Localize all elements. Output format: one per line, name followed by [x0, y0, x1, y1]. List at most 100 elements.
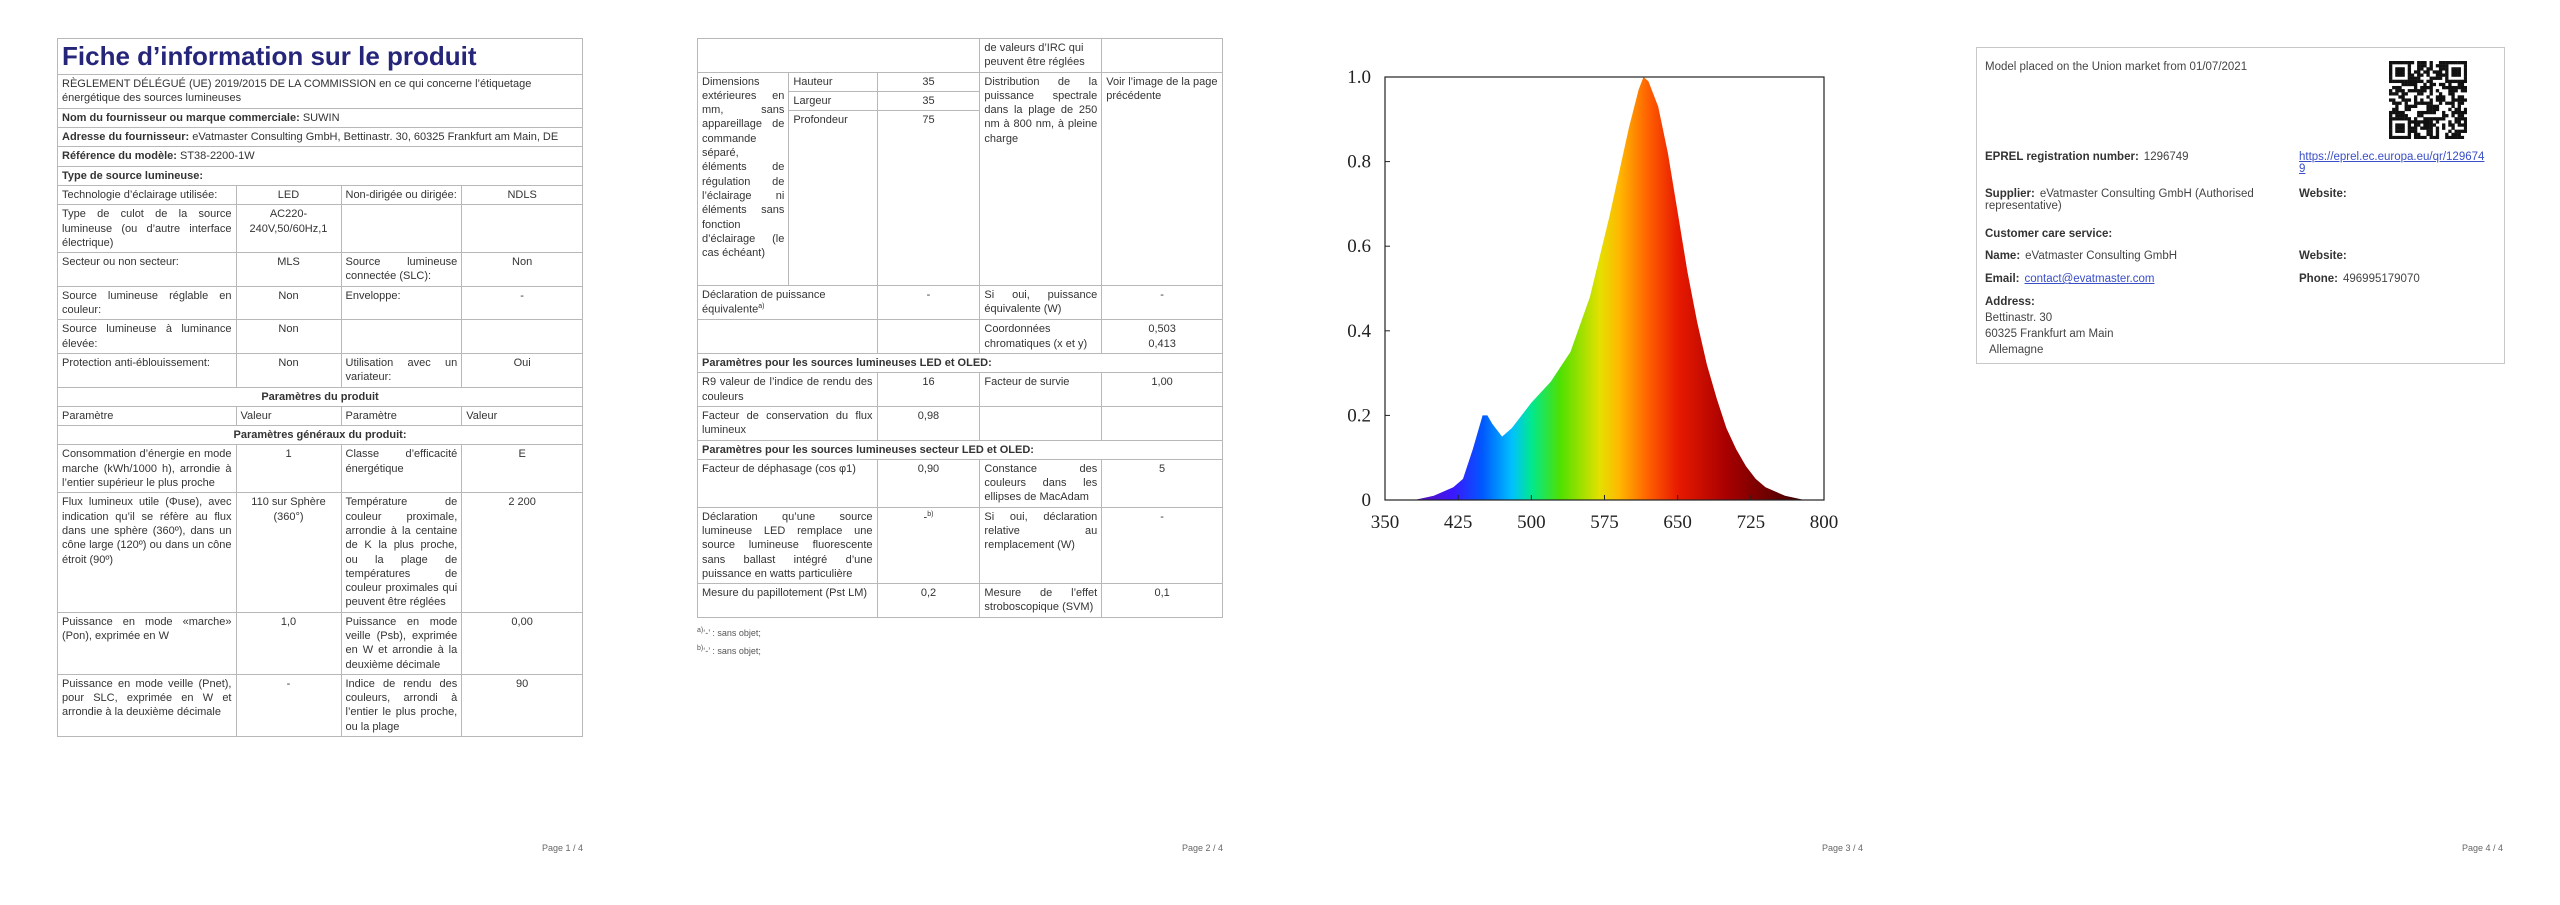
qr-module: [2429, 104, 2433, 108]
qr-module: [2401, 110, 2405, 115]
qr-module: [2435, 73, 2440, 77]
qr-module: [2445, 79, 2449, 84]
qr-module: [2457, 120, 2461, 124]
qr-module: [2448, 123, 2452, 127]
qr-module: [2463, 64, 2467, 68]
table-cell: Facteur de déphasage (cos φ1): [697, 458, 878, 508]
table-row: Puissance en mode «marche» (Pon), exprim…: [57, 611, 583, 675]
table-cell: -: [876, 285, 981, 321]
qr-module: [2429, 129, 2433, 133]
qr-module: [2438, 117, 2443, 121]
table-row: Nom du fournisseur ou marque commerciale…: [57, 107, 583, 129]
text: a): [697, 626, 704, 634]
table-row: Type de source lumineuse:: [57, 165, 583, 186]
table-cell: [461, 319, 583, 354]
qr-module: [2423, 82, 2427, 87]
table-row: Paramètre Valeur Paramètre Valeur: [57, 405, 583, 427]
qr-module: [2438, 67, 2443, 71]
qr-module: [2457, 101, 2461, 105]
qr-module: [2457, 114, 2461, 118]
qr-module: [2438, 70, 2443, 74]
eprel-link[interactable]: https://eprel.ec.europa.eu/qr/1296749: [2299, 151, 2485, 175]
qr-module: [2432, 104, 2436, 108]
qr-module: [2410, 61, 2415, 65]
spectrum-area: [1414, 77, 1805, 500]
qr-module: [2404, 61, 2408, 65]
qr-module: [2407, 123, 2412, 127]
text: https://eprel.ec.europa.eu/qr/1296749: [2299, 151, 2489, 175]
text: Model placed on the Union market from 01…: [1985, 61, 2248, 73]
x-tick-label: 725: [1737, 512, 1766, 533]
qr-module: [2442, 98, 2446, 102]
y-tick-label: 1.0: [1347, 67, 1371, 88]
qr-module: [2389, 61, 2393, 65]
title: Fiche d’information sur le produit: [57, 38, 583, 76]
qr-module: [2420, 89, 2424, 93]
qr-module: [2445, 76, 2449, 80]
qr-module: [2417, 123, 2421, 127]
qr-module: [2426, 107, 2430, 112]
qr-module: [2395, 123, 2399, 127]
qr-module: [2426, 95, 2430, 99]
qr-module: [2401, 98, 2405, 102]
table-row: Puissance en mode veille (Pnet), pour SL…: [57, 673, 583, 738]
table-cell: Nom du fournisseur ou marque commerciale…: [57, 107, 583, 129]
qr-module: [2432, 82, 2436, 87]
table-cell: Si oui, déclaration relative au remplace…: [979, 506, 1103, 585]
qr-module: [2435, 120, 2440, 124]
table-row: Facteur de déphasage (cos φ1) 0,90 Constan…: [697, 458, 1223, 508]
qr-module: [2404, 92, 2408, 96]
qr-module: [2420, 110, 2424, 115]
table-cell: MLS: [235, 252, 342, 287]
qr-module: [2395, 67, 2399, 71]
qr-module: [2398, 101, 2402, 105]
qr-module: [2404, 135, 2408, 139]
text: EPREL registration number:: [1985, 151, 2139, 163]
qr-module: [2392, 110, 2396, 115]
qr-module: [2457, 135, 2461, 139]
qr-module: [2413, 95, 2418, 99]
qr-module: [2389, 89, 2393, 93]
qr-module: [2457, 98, 2461, 102]
qr-module: [2435, 129, 2440, 133]
qr-module: [2448, 61, 2452, 65]
qr-module: [2451, 79, 2455, 84]
qr-module: [2454, 85, 2458, 90]
qr-module: [2451, 123, 2455, 127]
qr-module: [2395, 70, 2399, 74]
qr-module: [2451, 73, 2455, 77]
table-cell: Puissance en mode veille (Pnet), pour SL…: [57, 673, 237, 738]
text: Email:: [1985, 273, 2020, 285]
qr-module: [2395, 89, 2399, 93]
qr-module: [2395, 126, 2399, 130]
text: Customer care service:: [1985, 228, 2113, 240]
qr-module: [2401, 67, 2405, 71]
qr-module: [2463, 67, 2467, 71]
qr-module: [2407, 120, 2412, 124]
text: Customer care service:: [1985, 228, 2117, 240]
qr-module: [2420, 135, 2424, 139]
table-body: Paramètres généraux du produit:: [57, 425, 583, 446]
qr-module: [2389, 98, 2393, 102]
table-cell: Secteur ou non secteur:: [57, 252, 237, 287]
qr-module: [2420, 73, 2424, 77]
y-tick-label: 0.2: [1347, 405, 1371, 426]
qr-module: [2404, 98, 2408, 102]
qr-module: [2426, 73, 2430, 77]
qr-module: [2426, 104, 2430, 108]
text: Website:: [2299, 250, 2352, 262]
table-row: Technologie d’éclairage utilisée: LED Non-…: [57, 184, 583, 206]
qr-module: [2420, 92, 2424, 96]
qr-module: [2389, 123, 2393, 127]
qr-module: [2457, 123, 2461, 127]
table-row: Fiche d’information sur le produit: [57, 38, 583, 76]
text: 496995179070: [2342, 273, 2420, 285]
email-link[interactable]: contact@evatmaster.com: [2024, 273, 2155, 285]
qr-module: [2423, 64, 2427, 68]
qr-module: [2432, 76, 2436, 80]
y-tick-label: 0.6: [1347, 236, 1371, 257]
qr-module: [2395, 117, 2399, 121]
qr-module: [2407, 107, 2412, 112]
table-cell: Non: [235, 285, 342, 321]
qr-module: [2435, 98, 2440, 102]
